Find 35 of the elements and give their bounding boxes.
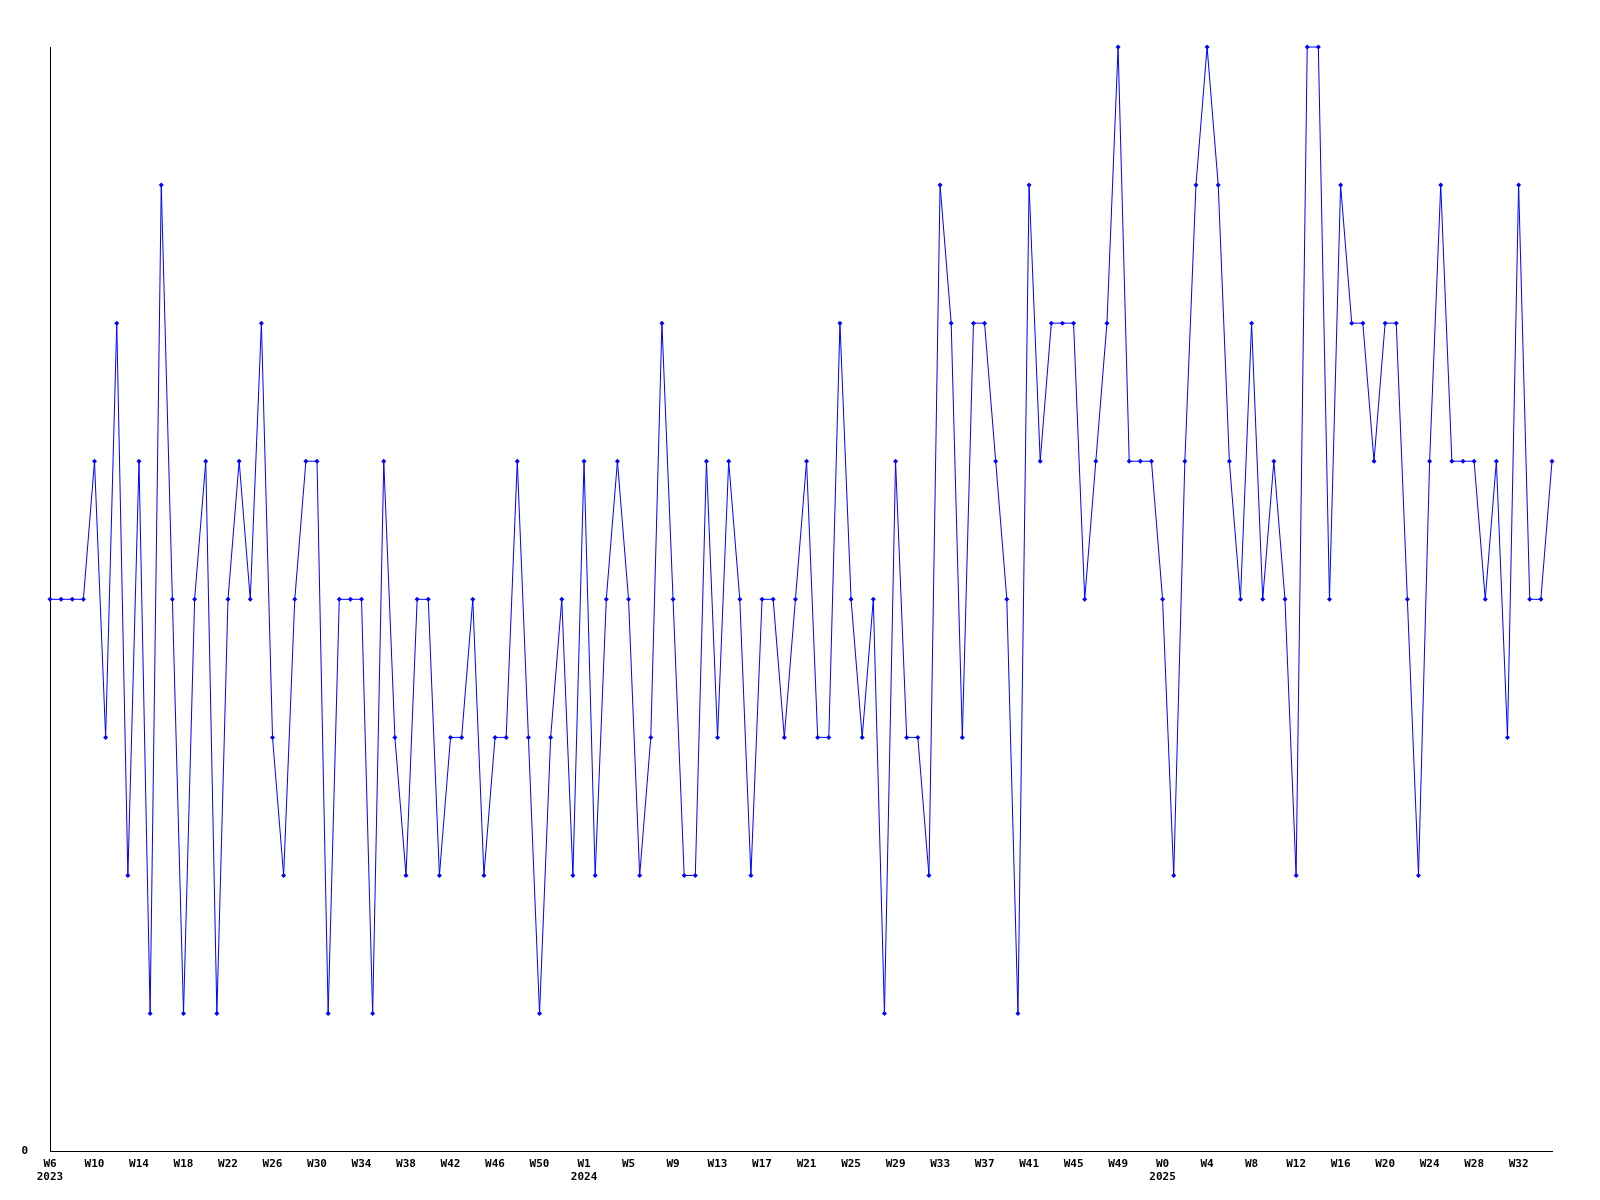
x-tick-label: W10 (84, 1157, 105, 1171)
x-tick-label: W25 (841, 1157, 861, 1171)
x-tick-label: W32 (1508, 1157, 1529, 1171)
x-tick-label: W5 (621, 1157, 636, 1171)
x-tick-label: W14 (129, 1157, 150, 1171)
x-tick-label: W4 (1200, 1157, 1215, 1171)
text: 0 (21, 1144, 28, 1158)
x-tick-label: W41 (1019, 1157, 1040, 1171)
x-tick-label: W42 (440, 1157, 461, 1171)
x-tick-label: W1 2024 (570, 1157, 598, 1184)
x-tick-label: W37 (974, 1157, 995, 1171)
x-tick-label: W22 (218, 1157, 238, 1171)
x-tick-label: W46 (485, 1157, 506, 1171)
x-tick-label: W45 (1063, 1157, 1084, 1171)
x-tick-label: W33 (930, 1157, 951, 1171)
x-tick-label: W17 (752, 1157, 772, 1171)
x-tick-label: W18 (173, 1157, 194, 1171)
x-tick-label: W16 (1330, 1157, 1351, 1171)
x-tick-label: W34 (351, 1157, 372, 1171)
x-tick-label: W6 2023 (36, 1157, 64, 1184)
x-tick-label: W30 (307, 1157, 327, 1171)
x-tick-label: W9 (666, 1157, 680, 1171)
x-tick-label: W29 (885, 1157, 906, 1171)
x-tick-label: W49 (1108, 1157, 1129, 1171)
x-tick-label: W26 (262, 1157, 283, 1171)
x-tick-label: W8 (1244, 1157, 1259, 1171)
x-tick-label: W12 (1286, 1157, 1307, 1171)
x-tick-label: W13 (707, 1157, 728, 1171)
x-tick-label: W50 (529, 1157, 550, 1171)
x-tick-label: W20 (1375, 1157, 1396, 1171)
x-tick-label: W24 (1419, 1157, 1440, 1171)
x-tick-label: W28 (1464, 1157, 1485, 1171)
x-tick-label: W21 (796, 1157, 817, 1171)
x-tick-label: W38 (396, 1157, 416, 1171)
x-tick-label: W0 2025 (1149, 1157, 1176, 1184)
